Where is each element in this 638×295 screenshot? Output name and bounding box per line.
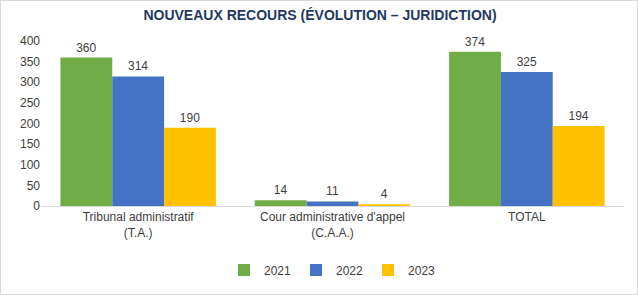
svg-text:2022: 2022	[336, 264, 363, 278]
svg-text:50: 50	[27, 179, 41, 193]
svg-text:2023: 2023	[408, 264, 435, 278]
svg-text:360: 360	[76, 41, 96, 55]
svg-text:0: 0	[33, 199, 40, 213]
svg-text:4: 4	[381, 187, 388, 201]
svg-text:190: 190	[180, 111, 200, 125]
svg-text:194: 194	[568, 109, 588, 123]
svg-text:300: 300	[20, 75, 40, 89]
svg-text:314: 314	[128, 59, 148, 73]
svg-text:400: 400	[20, 34, 40, 48]
svg-text:374: 374	[465, 35, 485, 49]
svg-text:14: 14	[274, 183, 288, 197]
svg-text:Tribunal administratif(T.A.): Tribunal administratif(T.A.)	[83, 210, 195, 240]
svg-text:200: 200	[20, 117, 40, 131]
svg-text:Cour administrative d'appel(C.: Cour administrative d'appel(C.A.A.)	[260, 210, 405, 240]
svg-text:TOTAL: TOTAL	[508, 210, 546, 224]
svg-text:NOUVEAUX RECOURS (ÉVOLUTION –: NOUVEAUX RECOURS (ÉVOLUTION – JURIDICTIO…	[143, 7, 496, 23]
svg-text:150: 150	[20, 137, 40, 151]
svg-text:325: 325	[517, 55, 537, 69]
svg-text:11: 11	[326, 184, 339, 198]
svg-text:2021: 2021	[264, 264, 291, 278]
svg-text:350: 350	[20, 55, 40, 69]
svg-text:100: 100	[20, 158, 40, 172]
svg-text:250: 250	[20, 96, 40, 110]
